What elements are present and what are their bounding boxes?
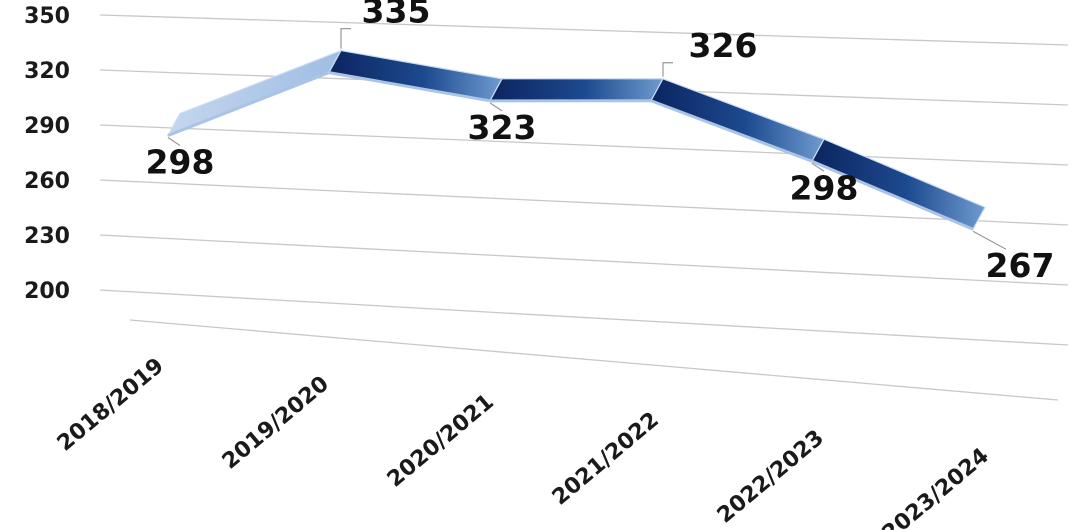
data-label: 298: [790, 168, 859, 207]
gridline: [99, 124, 1069, 166]
y-axis-ticks: 200 230 260 290 320 350: [24, 4, 70, 304]
gridline: [99, 179, 1069, 226]
gridline: [99, 14, 1069, 46]
y-tick-label: 200: [24, 279, 70, 304]
ribbon-front-edge: [167, 71, 330, 137]
ribbon-front-edge: [650, 99, 813, 163]
ribbon-segment: [166, 49, 343, 137]
data-labels: 298 335 323 326 298 267: [146, 0, 1055, 285]
label-leader-line: [811, 162, 825, 172]
data-label-leaders: [167, 27, 1007, 250]
y-tick-label: 230: [24, 224, 70, 249]
x-tick-label: 2018/2019: [53, 353, 169, 456]
x-tick-label: 2020/2021: [383, 389, 499, 492]
label-leader-line: [167, 137, 181, 147]
data-label: 335: [362, 0, 431, 31]
label-leader-line: [489, 102, 503, 112]
data-label: 298: [146, 143, 215, 182]
label-leader-line: [662, 62, 673, 77]
data-label: 323: [468, 108, 537, 147]
data-label: 267: [986, 246, 1055, 285]
x-tick-label: 2019/2020: [218, 371, 334, 474]
label-leader-line: [340, 27, 351, 49]
x-tick-label: 2022/2023: [713, 425, 829, 528]
ribbon-front-edge: [811, 159, 974, 231]
y-tick-label: 290: [24, 114, 70, 139]
gridline: [99, 234, 1069, 286]
x-tick-label: 2021/2022: [548, 407, 664, 510]
gridlines: [99, 14, 1069, 346]
y-tick-label: 260: [24, 169, 70, 194]
y-tick-label: 350: [24, 4, 70, 29]
chart-floor: [129, 319, 1059, 401]
x-tick-label: 2023/2024: [878, 443, 994, 530]
ribbon-front-edge: [328, 71, 491, 103]
y-tick-label: 320: [24, 59, 70, 84]
series-ribbon: [166, 49, 986, 231]
gridline: [99, 289, 1069, 346]
floor-line: [129, 319, 1059, 401]
data-label: 326: [689, 26, 758, 65]
ribbon-segment: [488, 78, 665, 102]
x-axis-ticks: 2018/2019 2019/2020 2020/2021 2021/2022 2022…: [53, 353, 994, 530]
label-leader-line: [972, 230, 1007, 250]
